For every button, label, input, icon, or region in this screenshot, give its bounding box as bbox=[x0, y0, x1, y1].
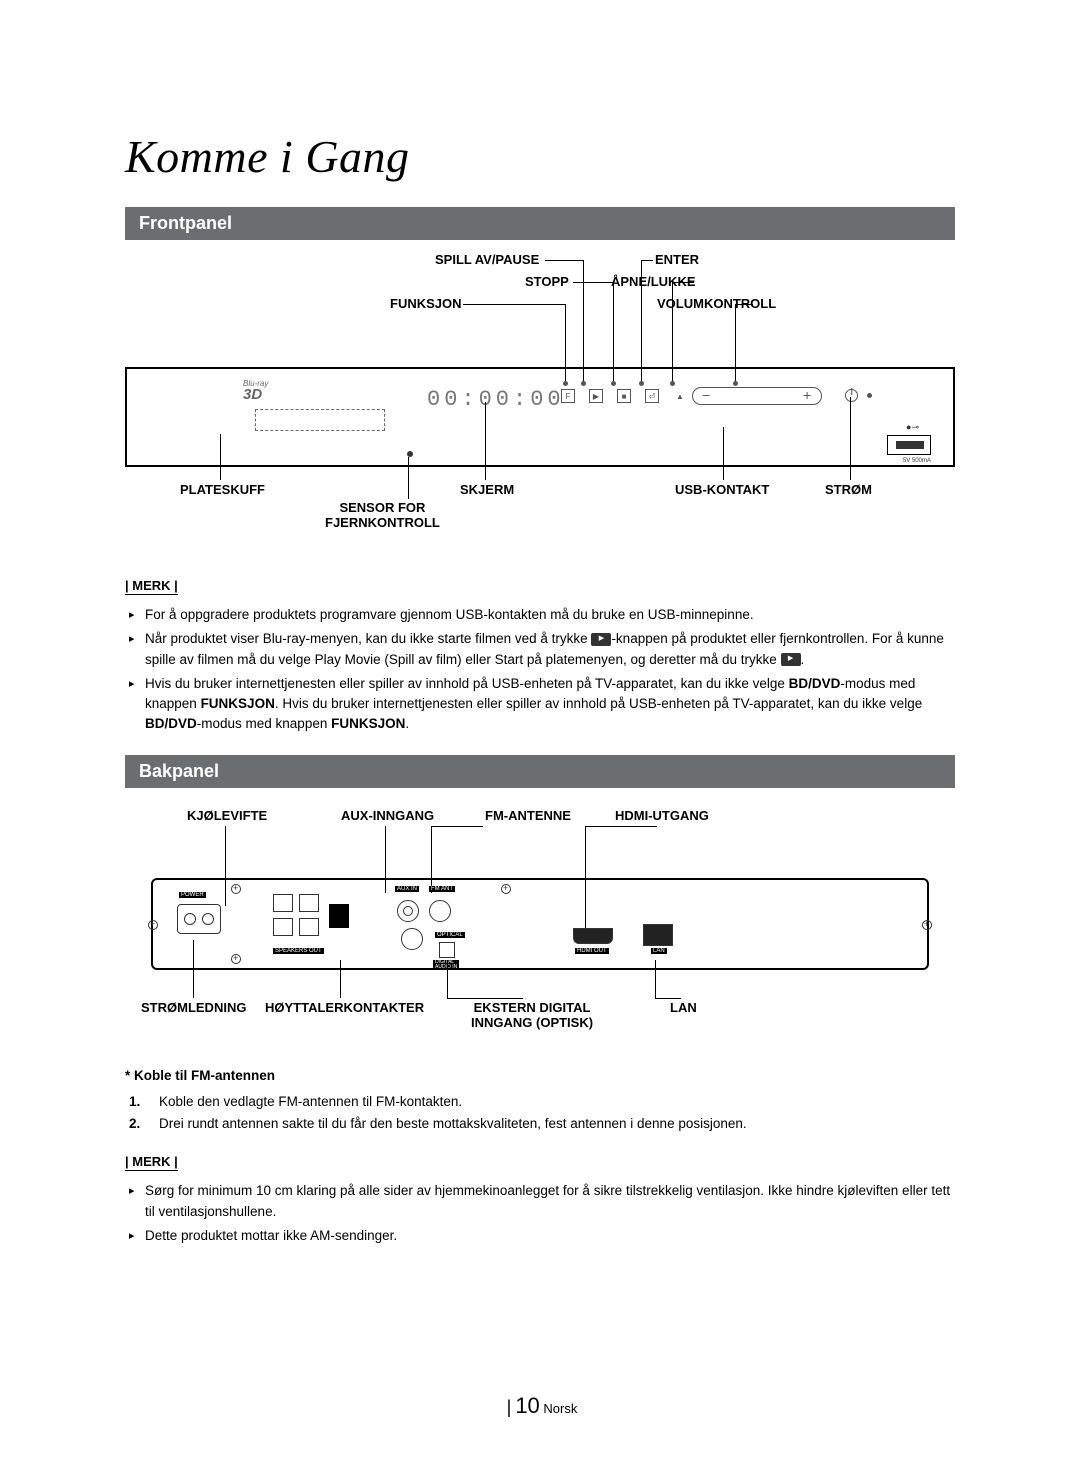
label-volume: VOLUMKONTROLL bbox=[657, 296, 776, 311]
merk-header-front: | MERK | bbox=[125, 578, 178, 595]
function-button-icon: F bbox=[561, 389, 575, 403]
label-play-pause: SPILL AV/PAUSE bbox=[435, 252, 539, 267]
port-lan-label: LAN bbox=[651, 948, 667, 954]
enter-icon: ⏎ bbox=[645, 389, 659, 403]
label-usb: USB-KONTAKT bbox=[675, 482, 769, 497]
label-disc-tray: PLATESKUFF bbox=[180, 482, 265, 497]
fm-steps: 1. Koble den vedlagte FM-antennen til FM… bbox=[129, 1091, 955, 1137]
front-notes-list: For å oppgradere produktets programvare … bbox=[125, 605, 955, 735]
port-fmant-label: FM ANT bbox=[429, 886, 455, 892]
disc-slot bbox=[255, 409, 385, 431]
label-lan: LAN bbox=[670, 1000, 697, 1015]
front-note-1: For å oppgradere produktets programvare … bbox=[125, 605, 955, 625]
label-power: STRØM bbox=[825, 482, 872, 497]
front-panel-diagram: SPILL AV/PAUSE ENTER STOPP ÅPNE/LUKKE FU… bbox=[125, 252, 955, 562]
front-panel-header: Frontpanel bbox=[125, 207, 955, 240]
usb-port bbox=[887, 435, 931, 455]
label-function: FUNKSJON bbox=[390, 296, 462, 311]
label-fm: FM-ANTENNE bbox=[485, 808, 571, 823]
fm-step-1: 1. Koble den vedlagte FM-antennen til FM… bbox=[129, 1091, 955, 1114]
volume-plus-icon: + bbox=[803, 387, 811, 403]
rear-note-2: Dette produktet mottar ikke AM-sendinger… bbox=[125, 1226, 955, 1246]
label-sensor: SENSOR FOR FJERNKONTROLL bbox=[325, 500, 440, 530]
fm-subtitle: * Koble til FM-antennen bbox=[125, 1068, 955, 1083]
play-pause-icon: ▶ bbox=[589, 389, 603, 403]
rear-panel-header: Bakpanel bbox=[125, 755, 955, 788]
eject-icon: ▲ bbox=[673, 389, 687, 403]
front-display: 00:00:00 bbox=[427, 387, 565, 412]
page-footer: |10 Norsk bbox=[0, 1393, 1080, 1419]
label-power-cord: STRØMLEDNING bbox=[141, 1000, 246, 1015]
rear-note-1: Sørg for minimum 10 cm klaring på alle s… bbox=[125, 1181, 955, 1222]
bluray-logo: Blu-ray 3D bbox=[243, 379, 268, 402]
usb-spec-label: 5V 500mA bbox=[903, 458, 931, 464]
stop-icon: ■ bbox=[617, 389, 631, 403]
port-power-label: POWER bbox=[179, 892, 206, 898]
fm-step-2: 2. Drei rundt antennen sakte til du får … bbox=[129, 1113, 955, 1136]
rear-panel-diagram: KJØLEVIFTE AUX-INNGANG FM-ANTENNE HDMI-U… bbox=[125, 800, 955, 1060]
label-aux: AUX-INNGANG bbox=[341, 808, 434, 823]
device-rear-outline: POWER SPEAKERS OUT AUX IN FM ANT bbox=[151, 878, 929, 970]
device-front-outline: Blu-ray 3D 00:00:00 F ▶ ■ ⏎ ▲ − + ●⊸ bbox=[125, 367, 955, 467]
merk-header-rear: | MERK | bbox=[125, 1154, 178, 1171]
rear-notes-list: Sørg for minimum 10 cm klaring på alle s… bbox=[125, 1181, 955, 1246]
power-led bbox=[867, 393, 872, 398]
label-hdmi: HDMI-UTGANG bbox=[615, 808, 709, 823]
port-hdmi-label: HDMI OUT bbox=[575, 948, 609, 954]
enter-inline-icon bbox=[781, 653, 801, 666]
port-optical-label: OPTICAL bbox=[435, 932, 465, 938]
power-icon bbox=[845, 389, 858, 402]
label-stop: STOPP bbox=[525, 274, 569, 289]
usb-symbol-icon: ●⊸ bbox=[906, 422, 919, 433]
front-note-3: Hvis du bruker internettjenesten eller s… bbox=[125, 674, 955, 735]
volume-minus-icon: − bbox=[702, 387, 710, 403]
front-note-2: Når produktet viser Blu-ray-menyen, kan … bbox=[125, 629, 955, 670]
label-enter: ENTER bbox=[655, 252, 699, 267]
port-speakers-label: SPEAKERS OUT bbox=[273, 948, 324, 954]
label-fan: KJØLEVIFTE bbox=[187, 808, 267, 823]
label-optical: EKSTERN DIGITAL INNGANG (OPTISK) bbox=[471, 1000, 593, 1030]
play-inline-icon bbox=[591, 633, 611, 646]
port-aux-label: AUX IN bbox=[395, 886, 419, 892]
label-speakers: HØYTTALERKONTAKTER bbox=[265, 1000, 424, 1015]
page-title: Komme i Gang bbox=[125, 130, 955, 183]
label-display: SKJERM bbox=[460, 482, 514, 497]
